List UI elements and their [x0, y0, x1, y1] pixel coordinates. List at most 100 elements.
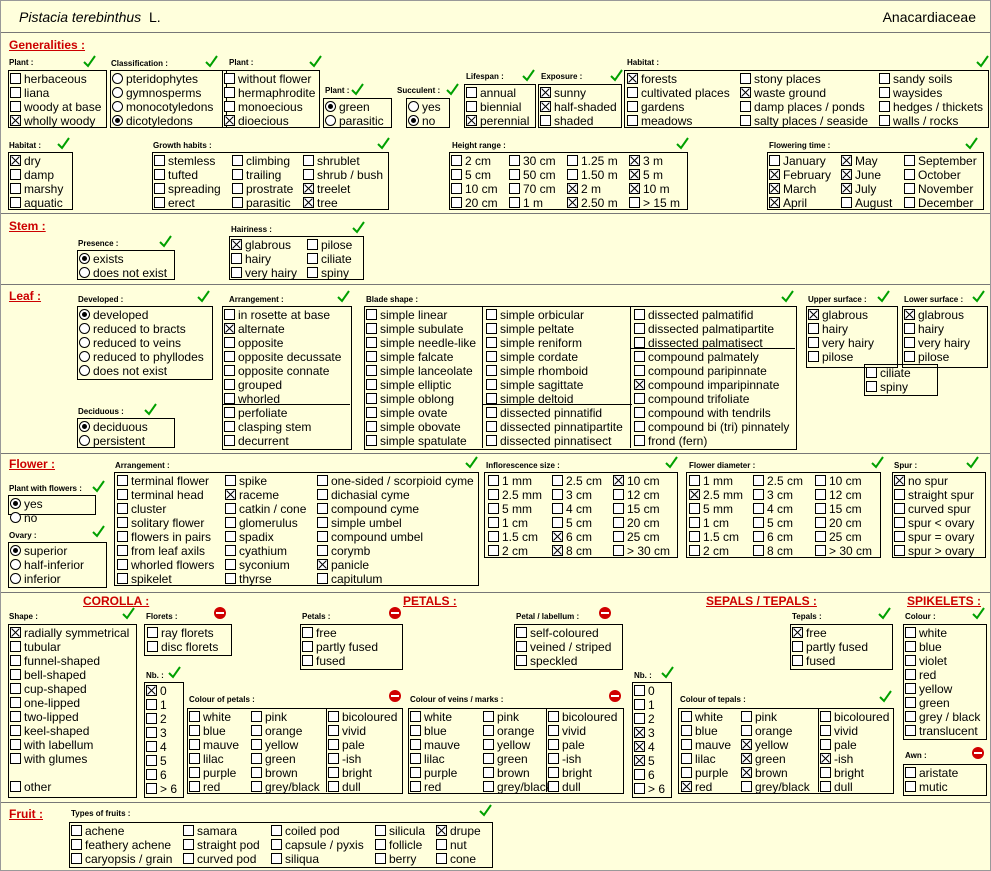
checkbox-mark[interactable]: [681, 753, 692, 764]
checkbox-mark[interactable]: [894, 517, 905, 528]
checkbox-fl1-0[interactable]: January: [769, 154, 826, 168]
checkbox-mark[interactable]: [366, 421, 377, 432]
checkbox-arr1-2[interactable]: opposite: [224, 336, 283, 350]
checkbox-mark[interactable]: [146, 755, 157, 766]
checkbox-mark[interactable]: [820, 753, 831, 764]
checkbox-shape-2[interactable]: funnel-shaped: [10, 654, 100, 668]
checkbox-bl2-5[interactable]: simple sagittate: [486, 378, 583, 392]
checkbox-mark[interactable]: [251, 767, 262, 778]
checkbox-spur-5[interactable]: spur > ovary: [894, 544, 974, 558]
checkbox-mark[interactable]: [634, 309, 645, 320]
checkbox-mark[interactable]: [815, 517, 826, 528]
checkbox-fa1-6[interactable]: whorled flowers: [117, 558, 214, 572]
checkbox-mark[interactable]: [317, 531, 328, 542]
checkbox-is1-2[interactable]: 5 mm: [488, 502, 532, 516]
checkbox-cp3-4[interactable]: bright: [328, 766, 372, 780]
checkbox-ht4-3[interactable]: > 15 m: [629, 196, 680, 210]
checkbox-cv1-3[interactable]: lilac: [410, 752, 445, 766]
checkbox-ht1-2[interactable]: 10 cm: [451, 182, 498, 196]
checkbox-bl2-4[interactable]: simple rhomboid: [486, 364, 588, 378]
checkbox-ct3-5[interactable]: dull: [820, 780, 853, 794]
checkbox-awn-0[interactable]: aristate: [905, 766, 958, 780]
checkbox-mark[interactable]: [224, 421, 235, 432]
checkbox-mark[interactable]: [328, 739, 339, 750]
checkbox-bl3-0[interactable]: dissected palmatifid: [634, 308, 753, 322]
checkbox-mark[interactable]: [634, 337, 645, 348]
checkbox-mark[interactable]: [552, 517, 563, 528]
checkbox-spur-0[interactable]: no spur: [894, 474, 948, 488]
checkbox-is1-5[interactable]: 2 cm: [488, 544, 528, 558]
checkbox-mark[interactable]: [567, 169, 578, 180]
checkbox-mark[interactable]: [820, 767, 831, 778]
checkbox-fd2-3[interactable]: 5 cm: [753, 516, 793, 530]
checkbox-plant2-0[interactable]: without flower: [224, 72, 311, 86]
checkbox-mark[interactable]: [815, 475, 826, 486]
checkbox-mark[interactable]: [10, 73, 21, 84]
checkbox-mark[interactable]: [251, 781, 262, 792]
checkbox-ct1-2[interactable]: mauve: [681, 738, 731, 752]
checkbox-ct1-5[interactable]: red: [681, 780, 712, 794]
checkbox-mark[interactable]: [841, 183, 852, 194]
checkbox-mark[interactable]: [224, 73, 235, 84]
checkbox-upper-1[interactable]: hairy: [808, 322, 848, 336]
checkbox-hair1-2[interactable]: very hairy: [231, 266, 297, 280]
checkbox-cv1-0[interactable]: white: [410, 710, 452, 724]
checkbox-mark[interactable]: [634, 379, 645, 390]
checkbox-petals-0[interactable]: free: [302, 626, 337, 640]
checkbox-mark[interactable]: [147, 627, 158, 638]
checkbox-mark[interactable]: [904, 323, 915, 334]
checkbox-cp2-1[interactable]: orange: [251, 724, 302, 738]
radio-mark[interactable]: [112, 115, 123, 126]
checkbox-mark[interactable]: [548, 711, 559, 722]
checkbox-shape-7[interactable]: keel-shaped: [10, 724, 89, 738]
checkbox-mark[interactable]: [302, 655, 313, 666]
radio-mark[interactable]: [79, 267, 90, 278]
checkbox-nb1-0[interactable]: 0: [146, 684, 167, 698]
checkbox-fa2-4[interactable]: spadix: [225, 530, 274, 544]
checkbox-hab3-1[interactable]: waysides: [879, 86, 942, 100]
checkbox-fr1-1[interactable]: feathery achene: [71, 838, 171, 852]
checkbox-mark[interactable]: [317, 475, 328, 486]
checkbox-mark[interactable]: [741, 767, 752, 778]
checkbox-mark[interactable]: [10, 739, 21, 750]
checkbox-mark[interactable]: [567, 197, 578, 208]
checkbox-nb2-6[interactable]: 6: [634, 768, 655, 782]
checkbox-spcol-7[interactable]: translucent: [905, 724, 978, 738]
checkbox-cv3-2[interactable]: pale: [548, 738, 585, 752]
radio-dev-1[interactable]: reduced to bracts: [79, 322, 186, 336]
checkbox-mark[interactable]: [451, 169, 462, 180]
checkbox-mark[interactable]: [488, 503, 499, 514]
checkbox-mark[interactable]: [189, 753, 200, 764]
checkbox-mark[interactable]: [841, 169, 852, 180]
checkbox-mark[interactable]: [629, 183, 640, 194]
checkbox-gr3-3[interactable]: tree: [303, 196, 338, 210]
checkbox-tepals-2[interactable]: fused: [792, 654, 835, 668]
checkbox-mark[interactable]: [251, 725, 262, 736]
checkbox-fr3-2[interactable]: siliqua: [271, 852, 319, 866]
checkbox-mark[interactable]: [154, 169, 165, 180]
checkbox-ct2-2[interactable]: yellow: [741, 738, 788, 752]
checkbox-fl3-2[interactable]: November: [904, 182, 973, 196]
checkbox-cv2-2[interactable]: yellow: [483, 738, 530, 752]
checkbox-ht3-3[interactable]: 2.50 m: [567, 196, 618, 210]
radio-plant3-1[interactable]: parasitic: [325, 114, 384, 128]
checkbox-mark[interactable]: [808, 309, 819, 320]
checkbox-mark[interactable]: [905, 669, 916, 680]
checkbox-gr3-0[interactable]: shrublet: [303, 154, 360, 168]
checkbox-mark[interactable]: [302, 641, 313, 652]
checkbox-ht2-3[interactable]: 1 m: [509, 196, 543, 210]
checkbox-expo-1[interactable]: half-shaded: [540, 100, 617, 114]
checkbox-ct3-1[interactable]: vivid: [820, 724, 858, 738]
checkbox-mark[interactable]: [792, 655, 803, 666]
checkbox-cp2-0[interactable]: pink: [251, 710, 287, 724]
checkbox-mark[interactable]: [154, 155, 165, 166]
checkbox-mark[interactable]: [366, 393, 377, 404]
checkbox-mark[interactable]: [231, 267, 242, 278]
checkbox-petallab-2[interactable]: speckled: [516, 654, 577, 668]
checkbox-mark[interactable]: [483, 767, 494, 778]
checkbox-life-1[interactable]: biennial: [466, 100, 521, 114]
checkbox-mark[interactable]: [486, 323, 497, 334]
checkbox-ht2-0[interactable]: 30 cm: [509, 154, 556, 168]
checkbox-mark[interactable]: [613, 475, 624, 486]
checkbox-mark[interactable]: [410, 767, 421, 778]
